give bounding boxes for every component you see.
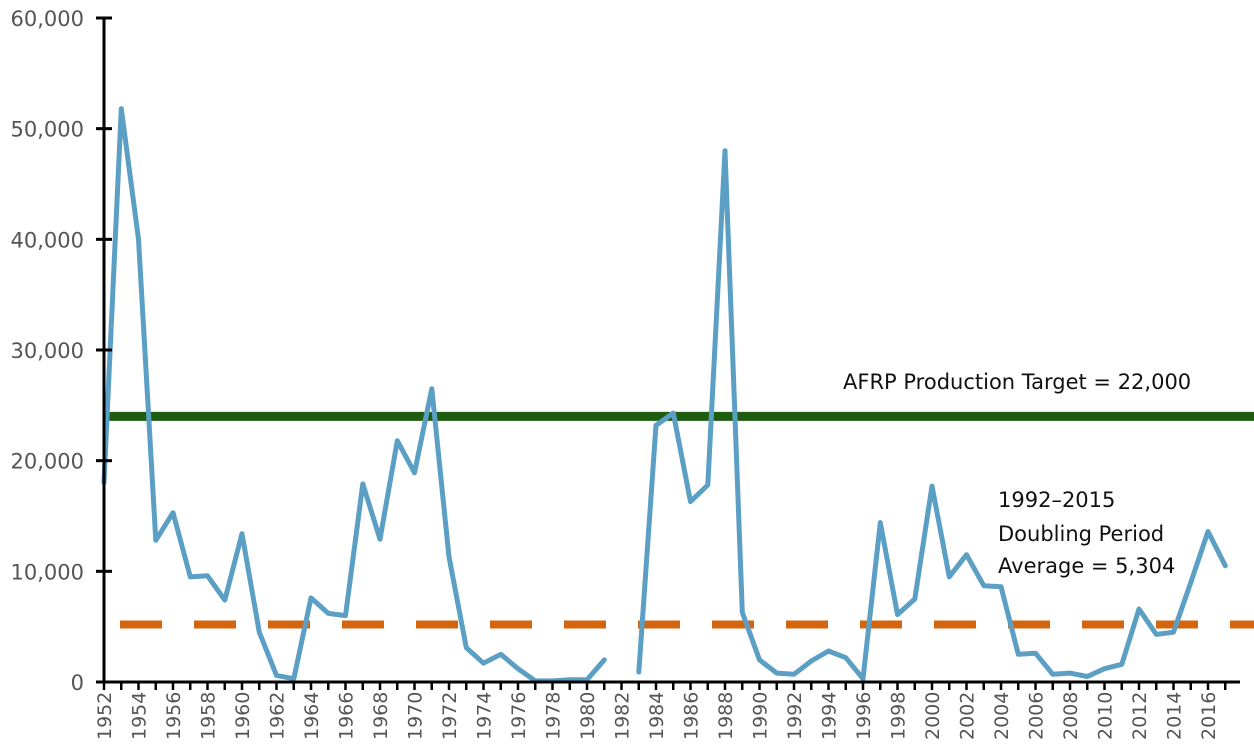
x-tick-label: 1988	[715, 692, 737, 740]
x-tick-label: 1968	[370, 692, 392, 740]
x-tick-label: 2000	[922, 692, 944, 740]
x-tick-label: 1986	[681, 692, 703, 740]
doubling-annotation-line2: Doubling Period	[998, 522, 1164, 546]
x-tick-label: 2004	[991, 692, 1013, 740]
x-tick-label: 1966	[336, 692, 358, 740]
x-tick-label: 2012	[1129, 692, 1151, 740]
x-tick-label: 1958	[198, 692, 220, 740]
x-tick-label: 1952	[94, 692, 116, 740]
doubling-annotation-line3: Average = 5,304	[998, 554, 1175, 578]
x-tick-label: 1962	[267, 692, 289, 740]
x-tick-label: 2008	[1060, 692, 1082, 740]
x-tick-label: 2014	[1164, 692, 1186, 740]
x-tick-label: 1964	[301, 692, 323, 740]
reference-lines	[104, 411, 1254, 629]
x-tick-label: 1974	[474, 692, 496, 740]
x-tick-label: 1978	[543, 692, 565, 740]
y-tick-label: 30,000	[11, 339, 84, 363]
x-tick-label: 1998	[888, 692, 910, 740]
x-tick-label: 2016	[1198, 692, 1220, 740]
x-tick-label: 1970	[405, 692, 427, 740]
x-tick-label: 1960	[232, 692, 254, 740]
series-layer	[101, 106, 1228, 684]
target-annotation: AFRP Production Target = 22,000	[843, 370, 1191, 394]
y-tick-label: 50,000	[11, 118, 84, 142]
y-tick-label: 40,000	[11, 228, 84, 252]
y-tick-label: 20,000	[11, 450, 84, 474]
x-tick-label: 1996	[853, 692, 875, 740]
x-tick-label: 1980	[577, 692, 599, 740]
x-tick-label: 2006	[1026, 692, 1048, 740]
y-tick-label: 60,000	[11, 7, 84, 31]
axes: 0 10,000 20,000 30,000 40,000 50,000 60,000 195…	[11, 7, 1240, 740]
x-tick-label: 1956	[163, 692, 185, 740]
x-tick-label: 1984	[646, 692, 668, 740]
y-tick-label: 10,000	[11, 560, 84, 584]
x-tick-label: 1994	[819, 692, 841, 740]
x-tick-label: 1976	[508, 692, 530, 740]
doubling-annotation-line1: 1992–2015	[998, 488, 1115, 512]
y-tick-label: 0	[71, 671, 84, 695]
x-tick-label: 2010	[1095, 692, 1117, 740]
x-tick-label: 1982	[612, 692, 634, 740]
x-tick-label: 1990	[750, 692, 772, 740]
series-line-segment	[101, 106, 607, 684]
x-tick-label: 1992	[784, 692, 806, 740]
annotations: AFRP Production Target = 22,000 1992–201…	[843, 370, 1191, 578]
x-tick-label: 1954	[129, 692, 151, 740]
x-tick-label: 1972	[439, 692, 461, 740]
x-tick-label: 2002	[957, 692, 979, 740]
